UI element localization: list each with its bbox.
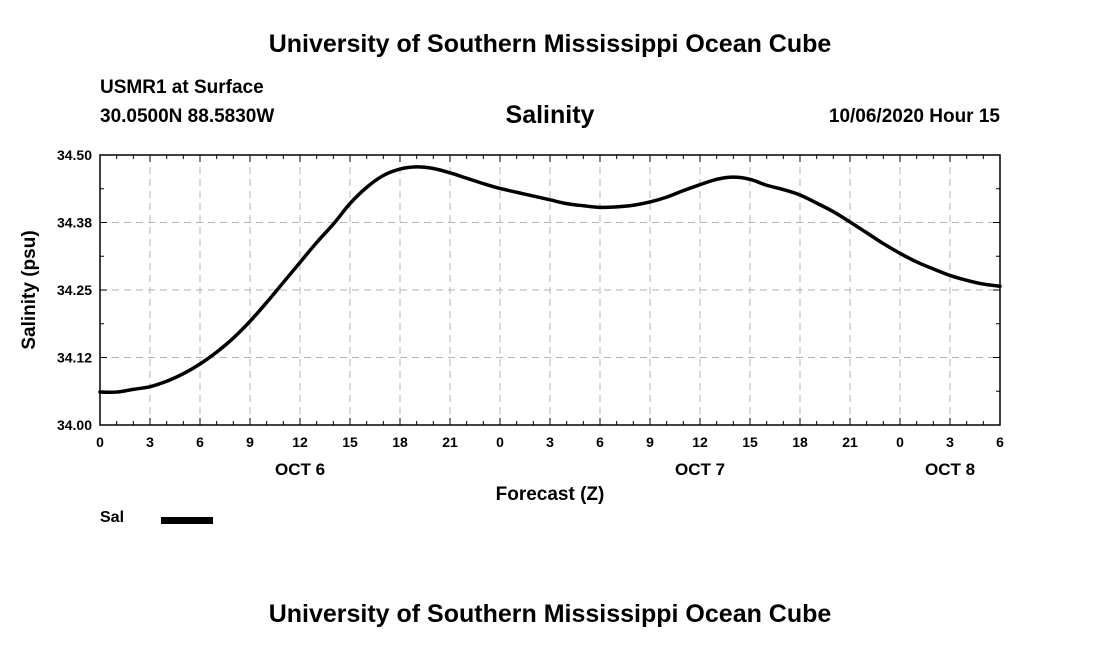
x-tick-label: 3 [546,434,554,450]
top-banner-title: University of Southern Mississippi Ocean… [268,30,832,58]
x-tick-label: 18 [392,434,408,450]
x-tick-label: 12 [292,434,308,450]
grid-lines [100,155,1000,425]
x-tick-label: 9 [646,434,654,450]
x-tick-label: 0 [496,434,504,450]
y-tick-label: 34.00 [57,417,92,433]
bottom-banner-title: University of Southern Mississippi Ocean… [268,600,832,628]
y-tick-label: 34.50 [57,147,92,163]
plot-title: Salinity [505,101,595,129]
y-axis-label: Salinity (psu) [19,230,40,349]
y-tick-label: 34.38 [57,215,92,231]
date-label: OCT 7 [675,460,725,479]
legend-swatch [161,517,213,524]
x-tick-label: 6 [996,434,1004,450]
x-tick-label: 6 [596,434,604,450]
date-label: OCT 8 [925,460,975,479]
y-tick-label: 34.12 [57,350,92,366]
x-tick-label: 3 [146,434,154,450]
x-tick-label: 3 [946,434,954,450]
legend-label: Sal [100,509,125,526]
x-tick-label: 0 [896,434,904,450]
x-tick-label: 0 [96,434,104,450]
date-labels: OCT 6 OCT 7 OCT 8 [275,460,975,479]
series-line-sal [98,165,1002,395]
x-tick-label: 18 [792,434,808,450]
x-tick-label: 21 [442,434,458,450]
axis-ticks [99,154,1001,426]
x-tick-label: 21 [842,434,858,450]
date-label: OCT 6 [275,460,325,479]
coordinates-label: 30.0500N 88.5830W [100,106,275,127]
station-label: USMR1 at Surface [100,77,264,98]
x-axis-label: Forecast (Z) [496,484,605,505]
x-tick-label: 15 [342,434,358,450]
y-tick-labels: 34.00 34.12 34.25 34.38 34.50 [57,147,92,433]
x-tick-label: 12 [692,434,708,450]
x-tick-labels: 0 3 6 9 12 15 18 21 0 3 6 9 12 15 18 21 0 3 6 [96,434,1004,450]
y-tick-label: 34.25 [57,282,92,298]
timestamp-label: 10/06/2020 Hour 15 [828,106,1000,127]
x-tick-label: 15 [742,434,758,450]
x-tick-label: 9 [246,434,254,450]
x-tick-label: 6 [196,434,204,450]
